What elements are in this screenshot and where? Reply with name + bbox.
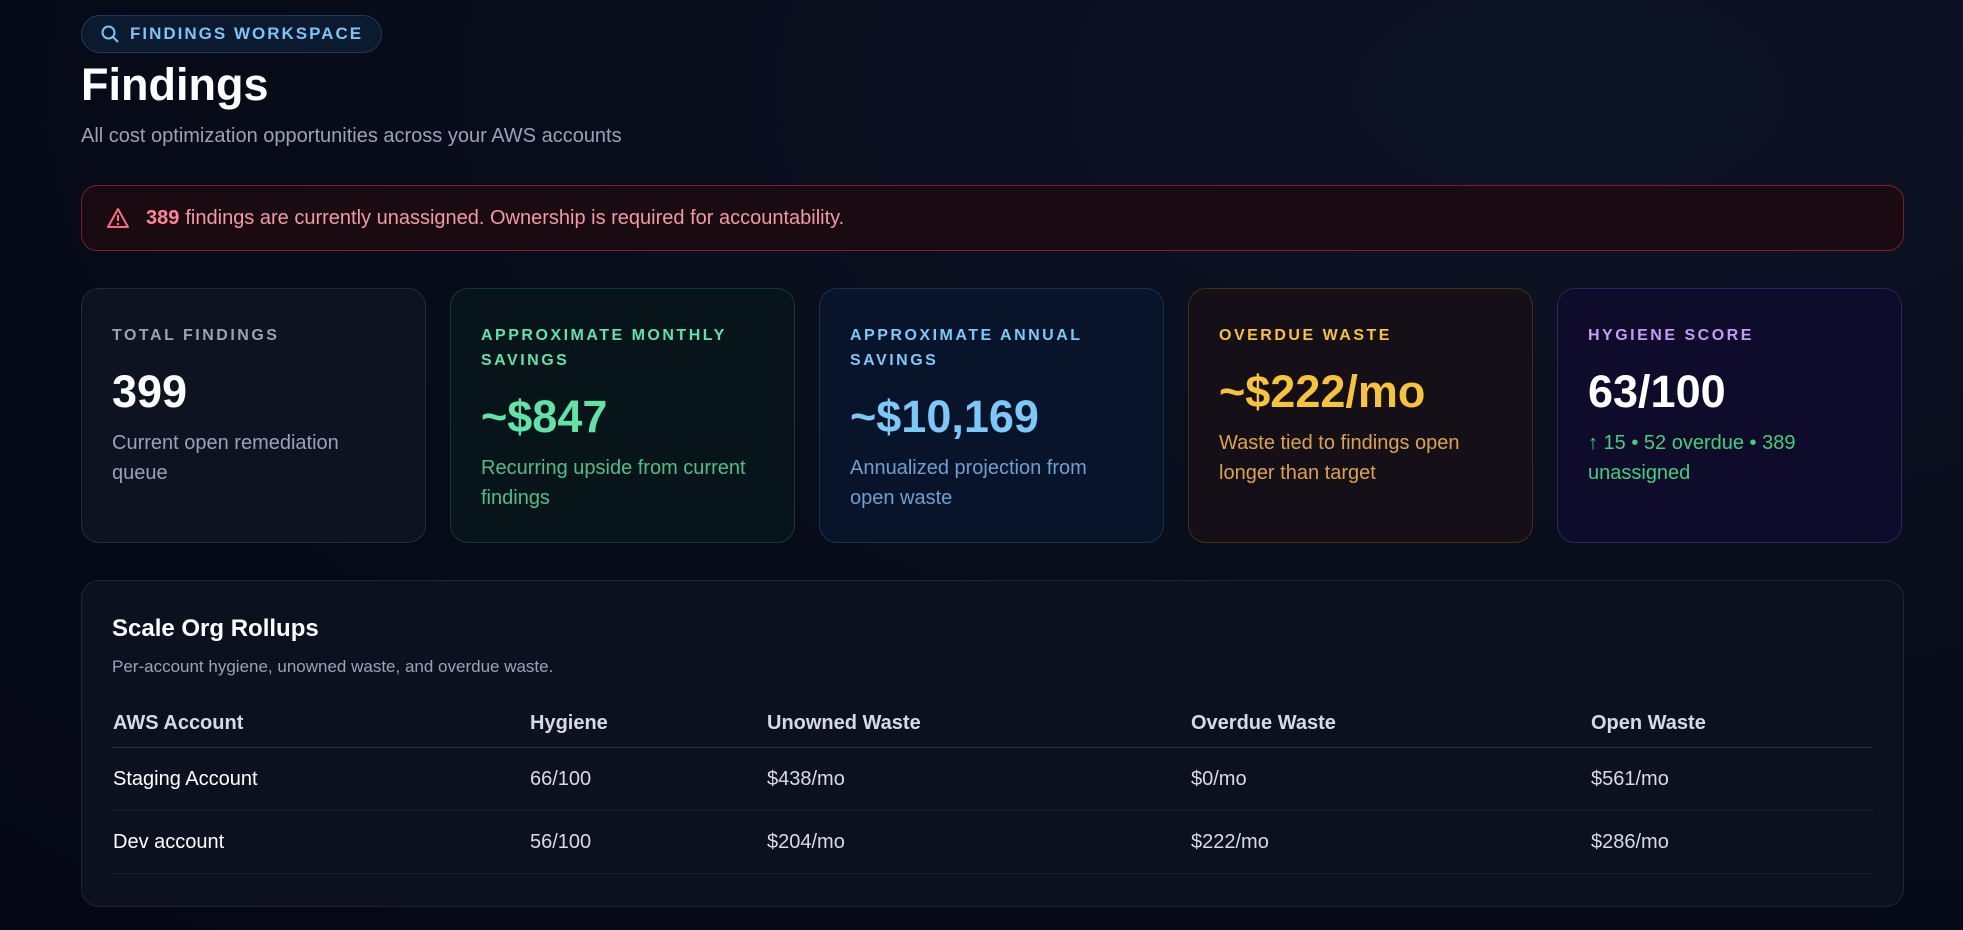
- card-value: ~$222/mo: [1219, 366, 1426, 417]
- table-cell: $561/mo: [1590, 747, 1873, 811]
- column-header: Hygiene: [529, 699, 766, 748]
- table-cell: $204/mo: [766, 810, 1190, 874]
- panel-subtitle: Per-account hygiene, unowned waste, and …: [112, 657, 554, 676]
- table-cell: $222/mo: [1190, 810, 1590, 874]
- rollup-table: AWS Account Hygiene Unowned Waste Overdue W…: [112, 699, 1873, 874]
- workspace-badge: FINDINGS WORKSPACE: [81, 15, 383, 53]
- table-cell: $286/mo: [1590, 810, 1873, 874]
- card-description: Recurring upside from current findings: [481, 457, 746, 509]
- card-description: ↑ 15 • 52 overdue • 389 unassigned: [1588, 432, 1796, 484]
- page-title: Findings: [81, 59, 269, 110]
- metric-card: APPROXIMATE MONTHLY SAVINGS ~$847 Recurrin…: [450, 288, 795, 543]
- table-row: Dev account 56/100 $204/mo $222/mo $286/mo: [112, 810, 1873, 874]
- alert-message: findings are currently unassigned. Owner…: [185, 206, 845, 229]
- metric-card: OVERDUE WASTE ~$222/mo Waste tied to findi…: [1188, 288, 1533, 543]
- table-cell: 56/100: [529, 810, 766, 874]
- table-cell: 66/100: [529, 747, 766, 811]
- card-label: HYGIENE SCORE: [1588, 327, 1754, 344]
- page-subtitle: All cost optimization opportunities acro…: [81, 125, 622, 147]
- column-header: AWS Account: [112, 699, 529, 748]
- card-value: ~$10,169: [850, 391, 1039, 442]
- rollup-panel: Scale Org Rollups Per-account hygiene, u…: [81, 580, 1904, 907]
- card-description: Current open remediation queue: [112, 432, 339, 484]
- table-cell: $0/mo: [1190, 747, 1590, 811]
- column-header: Overdue Waste: [1190, 699, 1590, 748]
- card-value: ~$847: [481, 391, 608, 442]
- table-cell: Staging Account: [112, 747, 529, 811]
- card-description: Annualized projection from open waste: [850, 457, 1087, 509]
- table-cell: Dev account: [112, 810, 529, 874]
- panel-title: Scale Org Rollups: [112, 615, 319, 642]
- header-row: AWS Account Hygiene Unowned Waste Overdue W…: [112, 699, 1873, 748]
- table-body: Staging Account 66/100 $438/mo $0/mo $561/mo…: [112, 747, 1873, 874]
- column-header: Open Waste: [1590, 699, 1873, 748]
- table-row: Staging Account 66/100 $438/mo $0/mo $561/mo: [112, 747, 1873, 811]
- alert-count: 389: [146, 206, 180, 229]
- table-cell: $438/mo: [766, 747, 1190, 811]
- card-label: TOTAL FINDINGS: [112, 327, 280, 344]
- metric-cards: TOTAL FINDINGS 399 Current open remediatio…: [81, 288, 1904, 543]
- metric-card: TOTAL FINDINGS 399 Current open remediatio…: [81, 288, 426, 543]
- card-label: APPROXIMATE ANNUAL SAVINGS: [850, 327, 1083, 369]
- badge-text: FINDINGS WORKSPACE: [130, 24, 364, 43]
- metric-card: HYGIENE SCORE 63/100 ↑ 15 • 52 overdue • 3…: [1557, 288, 1902, 543]
- card-value: 399: [112, 366, 188, 417]
- column-header: Unowned Waste: [766, 699, 1190, 748]
- search-icon: [101, 25, 119, 43]
- warning-icon: [107, 208, 129, 228]
- card-value: 63/100: [1588, 366, 1726, 417]
- card-label: APPROXIMATE MONTHLY SAVINGS: [481, 327, 727, 369]
- unassigned-alert: 389 findings are currently unassigned. O…: [81, 185, 1904, 251]
- metric-card: APPROXIMATE ANNUAL SAVINGS ~$10,169 Annual…: [819, 288, 1164, 543]
- card-description: Waste tied to findings open longer than …: [1219, 432, 1460, 484]
- card-label: OVERDUE WASTE: [1219, 327, 1392, 344]
- findings-workspace: FINDINGS WORKSPACE Findings All cost opt…: [81, 15, 1904, 907]
